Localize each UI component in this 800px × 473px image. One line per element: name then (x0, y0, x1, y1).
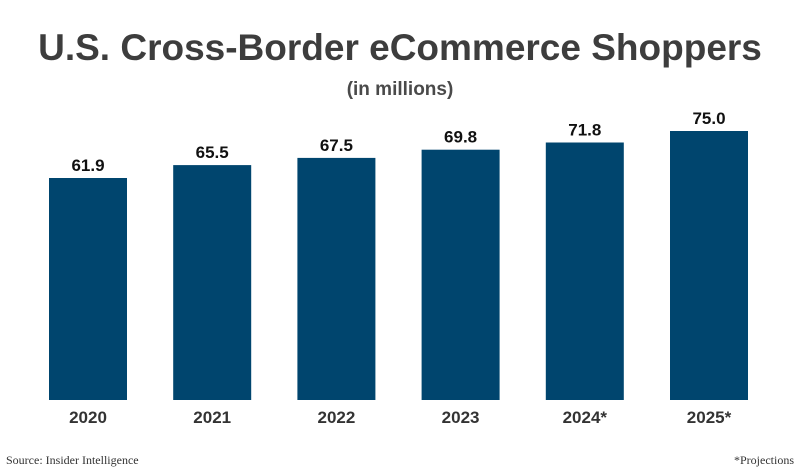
value-label-2021: 65.5 (196, 143, 229, 162)
value-label-2025: 75.0 (692, 109, 725, 128)
value-label-2022: 67.5 (320, 136, 353, 155)
chart-subtitle: (in millions) (346, 79, 454, 100)
value-label-2024: 71.8 (568, 121, 601, 140)
bar-2025 (670, 131, 748, 400)
bar-2022 (297, 157, 376, 400)
value-label-2020: 61.9 (71, 156, 104, 175)
value-labels-group: 61.9 65.5 67.5 69.8 71.8 75.0 (71, 109, 725, 175)
category-label-2021: 2021 (193, 408, 231, 427)
category-label-2024: 2024* (563, 408, 608, 427)
category-label-2022: 2022 (317, 408, 355, 427)
category-label-2025: 2025* (687, 408, 732, 427)
category-labels-group: 2020 2021 2022 2023 2024* 2025* (69, 408, 732, 427)
bars-group (49, 131, 748, 400)
bar-2020 (49, 178, 127, 400)
category-label-2023: 2023 (442, 408, 480, 427)
bar-2024 (545, 142, 624, 400)
chart-title: U.S. Cross-Border eCommerce Shoppers (38, 27, 762, 68)
bar-2023 (421, 149, 500, 400)
projections-note: *Projections (734, 453, 794, 467)
value-label-2023: 69.8 (444, 128, 477, 147)
bar-2021 (173, 165, 252, 400)
source-note: Source: Insider Intelligence (6, 453, 139, 467)
category-label-2020: 2020 (69, 408, 107, 427)
